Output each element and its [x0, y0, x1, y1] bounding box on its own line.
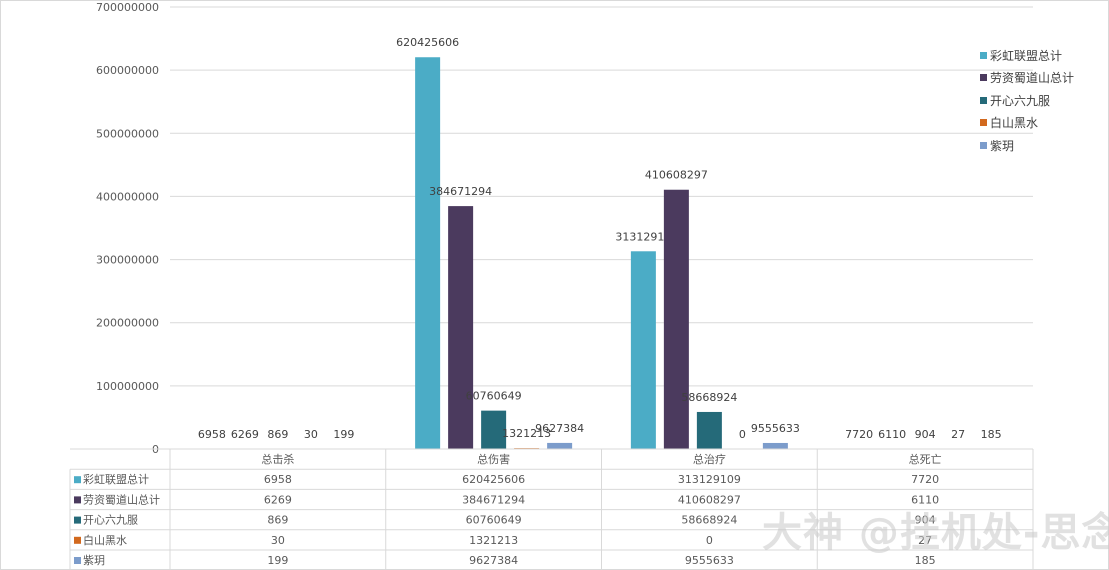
legend-item: 白山黑水 — [980, 112, 1074, 135]
table-legend-key — [74, 516, 81, 524]
legend-swatch — [980, 119, 987, 127]
data-label: 7720 — [845, 428, 873, 441]
data-label: 6269 — [231, 428, 259, 441]
y-tick-label: 700000000 — [96, 1, 159, 14]
y-tick-label: 200000000 — [96, 317, 159, 330]
table-legend-key — [74, 496, 81, 504]
bar — [663, 189, 689, 449]
table-cell: 9555633 — [685, 554, 734, 567]
data-label: 1321213 — [502, 427, 551, 440]
table-legend-key — [74, 536, 81, 544]
data-label: 410608297 — [645, 169, 708, 182]
table-cell: 313129109 — [678, 473, 741, 486]
table-cell: 0 — [706, 534, 713, 547]
table-row-name: 劳资蜀道山总计 — [83, 492, 160, 506]
table-cell: 1321213 — [469, 534, 518, 547]
table-cell: 185 — [915, 554, 936, 567]
table-cell: 6958 — [264, 473, 292, 486]
table-legend-key — [74, 557, 81, 564]
data-label: 60760649 — [466, 390, 522, 403]
legend-label: 开心六九服 — [990, 93, 1051, 108]
data-label: 185 — [981, 428, 1002, 441]
table-cell: 6269 — [264, 493, 292, 506]
table-cell: 9627384 — [469, 554, 518, 567]
data-label: 9555633 — [751, 422, 800, 435]
legend-item: 开心六九服 — [980, 89, 1074, 112]
table-cell: 58668924 — [681, 514, 737, 527]
x-category-label: 总伤害 — [477, 452, 510, 466]
legend-swatch — [980, 96, 987, 104]
data-label: 58668924 — [681, 391, 737, 404]
table-cell: 620425606 — [462, 473, 525, 486]
data-label: 6958 — [198, 428, 226, 441]
table-cell: 27 — [918, 534, 932, 547]
table-cell: 60760649 — [466, 514, 522, 527]
y-tick-label: 400000000 — [96, 190, 159, 203]
legend-item: 劳资蜀道山总计 — [980, 67, 1074, 90]
table-cell: 199 — [267, 554, 288, 567]
x-category-label: 总死亡 — [909, 452, 942, 466]
data-label: 30 — [304, 428, 318, 441]
bar — [696, 411, 722, 449]
legend-swatch — [980, 74, 987, 82]
legend-label: 白山黑水 — [990, 116, 1039, 131]
data-label: 869 — [267, 428, 288, 441]
table-row-name: 紫玥 — [83, 554, 105, 567]
y-tick-label: 300000000 — [96, 254, 159, 267]
legend-swatch — [980, 141, 987, 149]
watermark: 大神 @挂机处-思念 — [762, 510, 1109, 556]
bar — [630, 251, 656, 449]
table-cell: 410608297 — [678, 493, 741, 506]
data-label: 6110 — [878, 428, 906, 441]
table-row-name: 白山黑水 — [83, 533, 127, 547]
data-label: 9627384 — [535, 422, 584, 435]
legend-label: 彩虹联盟总计 — [990, 48, 1063, 63]
x-category-label: 总治疗 — [693, 452, 726, 466]
y-tick-label: 500000000 — [96, 127, 159, 140]
data-label: 620425606 — [396, 36, 459, 49]
table-row-name: 开心六九服 — [83, 514, 138, 527]
x-category-label: 总击杀 — [261, 452, 294, 466]
table-row-name: 彩虹联盟总计 — [83, 472, 149, 486]
table-cell: 904 — [915, 514, 936, 527]
y-tick-label: 100000000 — [96, 380, 159, 393]
bar — [481, 410, 507, 449]
table-cell: 869 — [267, 514, 288, 527]
legend-item: 紫玥 — [980, 134, 1074, 157]
table-cell: 7720 — [911, 473, 939, 486]
bar — [762, 442, 788, 449]
table-legend-key — [74, 476, 81, 484]
data-label: 199 — [333, 428, 354, 441]
legend-item: 彩虹联盟总计 — [980, 44, 1074, 67]
bar — [448, 206, 474, 449]
legend-swatch — [980, 51, 987, 59]
data-label: 0 — [739, 428, 746, 441]
table-cell: 384671294 — [462, 493, 525, 506]
bar — [415, 57, 441, 449]
data-label: 384671294 — [429, 185, 492, 198]
y-tick-label: 600000000 — [96, 64, 159, 77]
chart-legend: 彩虹联盟总计 劳资蜀道山总计 开心六九服白山黑水紫玥 — [980, 44, 1074, 157]
legend-label: 紫玥 — [990, 138, 1015, 153]
legend-label: 劳资蜀道山总计 — [990, 71, 1075, 86]
table-cell: 6110 — [911, 493, 939, 506]
bar — [547, 442, 573, 449]
data-label: 904 — [915, 428, 936, 441]
table-cell: 30 — [271, 534, 285, 547]
data-label: 27 — [951, 428, 965, 441]
data-label: 31312910 — [615, 230, 671, 243]
